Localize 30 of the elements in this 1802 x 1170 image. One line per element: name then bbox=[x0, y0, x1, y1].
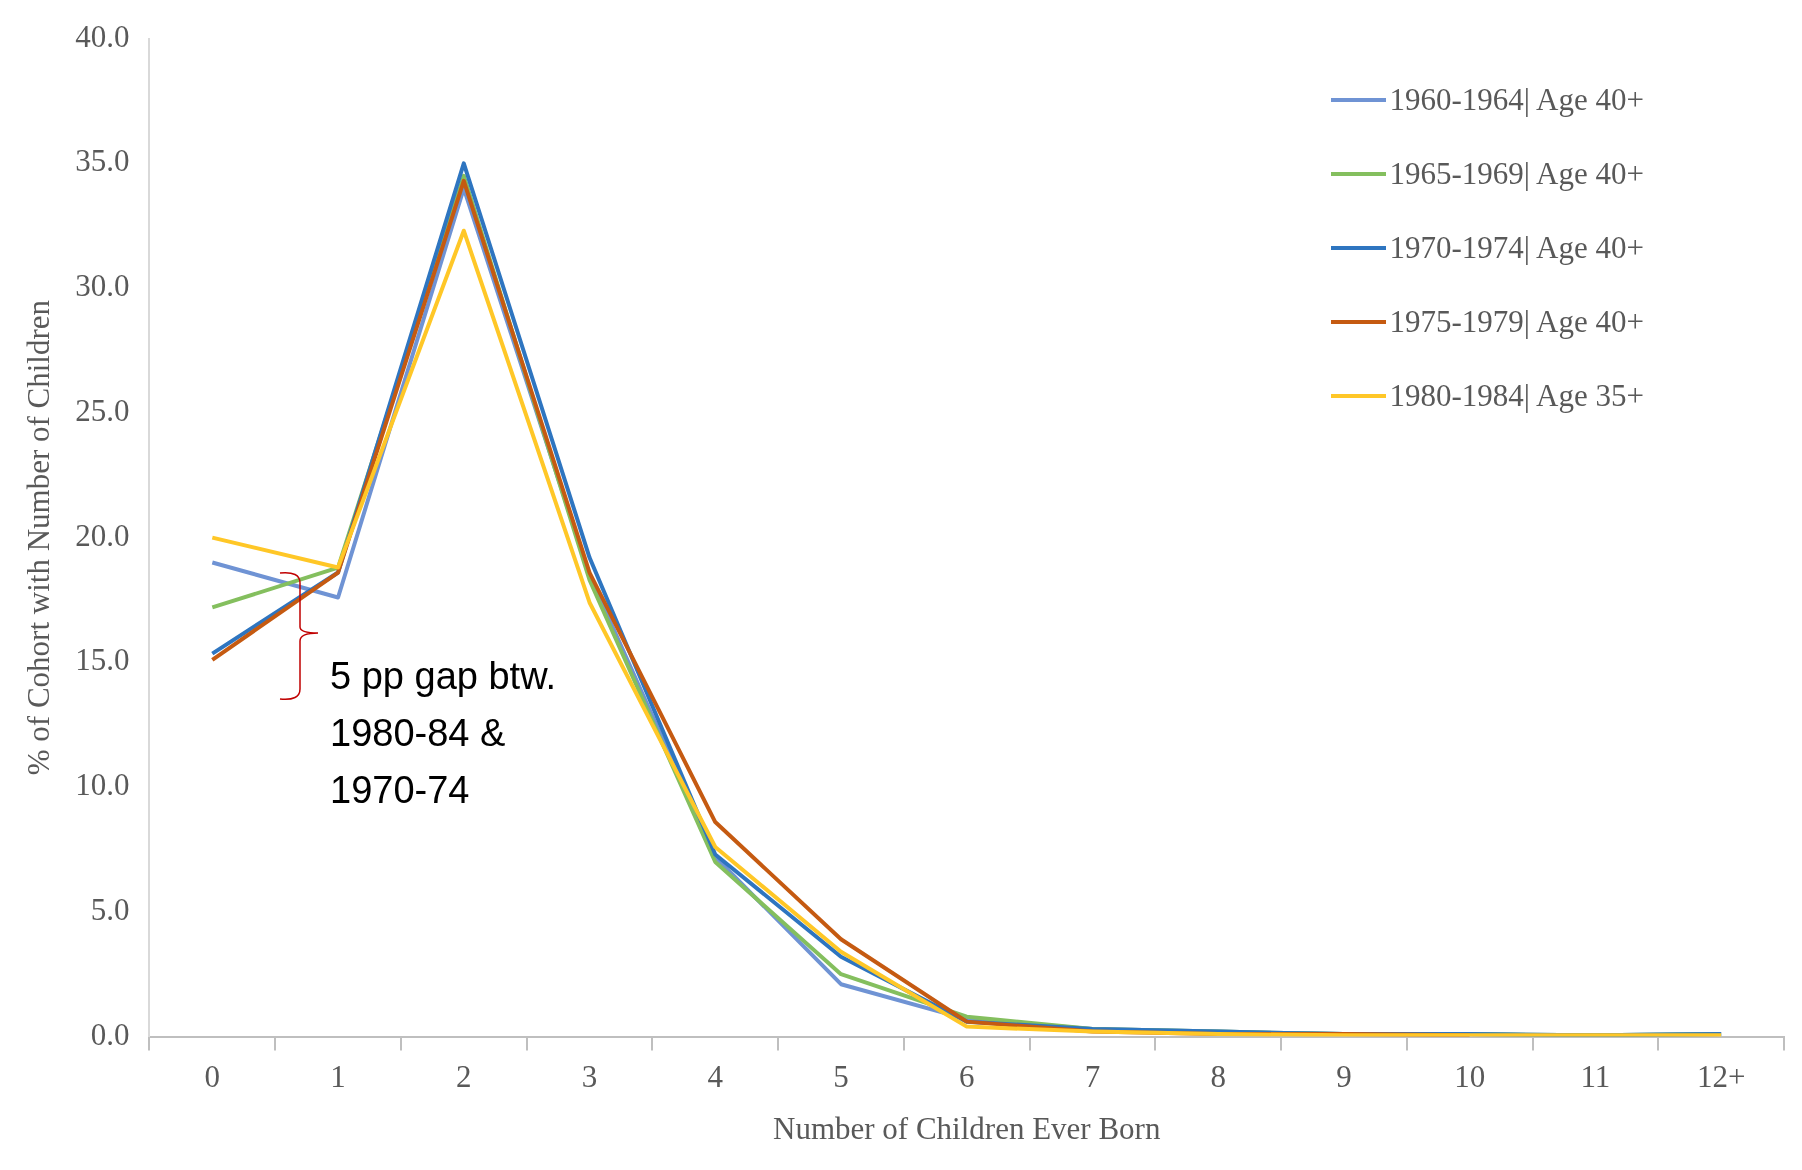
x-tick-label: 7 bbox=[1084, 1059, 1101, 1095]
y-tick-label: 25.0 bbox=[75, 392, 130, 428]
y-tick-label: 0.0 bbox=[90, 1016, 130, 1052]
x-tick-label: 11 bbox=[1580, 1059, 1611, 1095]
x-tick-label: 5 bbox=[833, 1059, 849, 1095]
x-tick-label: 10 bbox=[1454, 1059, 1486, 1095]
annotation: 5 pp gap btw. 1980-84 & 1970-74 bbox=[330, 654, 558, 813]
y-tick-label: 30.0 bbox=[75, 268, 130, 304]
legend-label: 1975-1979| Age 40+ bbox=[1389, 304, 1644, 340]
x-tick-label: 8 bbox=[1210, 1059, 1226, 1095]
y-axis-title: % of Cohort with Number of Children bbox=[20, 299, 56, 776]
y-tick-label: 40.0 bbox=[75, 18, 130, 54]
x-tick-label: 4 bbox=[707, 1059, 724, 1095]
legend-label: 1970-1974| Age 40+ bbox=[1389, 230, 1644, 266]
y-tick-label: 5.0 bbox=[90, 891, 130, 927]
y-tick-label: 15.0 bbox=[75, 642, 130, 678]
x-tick-label: 2 bbox=[456, 1059, 472, 1095]
x-tick-label: 12+ bbox=[1696, 1059, 1746, 1095]
x-axis-title: Number of Children Ever Born bbox=[773, 1110, 1161, 1146]
x-tick-label: 6 bbox=[958, 1059, 975, 1095]
x-tick-label: 9 bbox=[1336, 1059, 1352, 1095]
y-tick-label: 10.0 bbox=[75, 767, 130, 803]
y-tick-label: 35.0 bbox=[75, 143, 130, 179]
legend-label: 1980-1984| Age 35+ bbox=[1389, 378, 1644, 414]
x-tick-label: 3 bbox=[581, 1059, 598, 1095]
x-tick-label: 0 bbox=[204, 1059, 221, 1095]
legend-label: 1965-1969| Age 40+ bbox=[1389, 156, 1644, 192]
legend-label: 1960-1964| Age 40+ bbox=[1389, 82, 1644, 118]
y-tick-label: 20.0 bbox=[75, 517, 130, 553]
x-tick-label: 1 bbox=[330, 1059, 346, 1095]
